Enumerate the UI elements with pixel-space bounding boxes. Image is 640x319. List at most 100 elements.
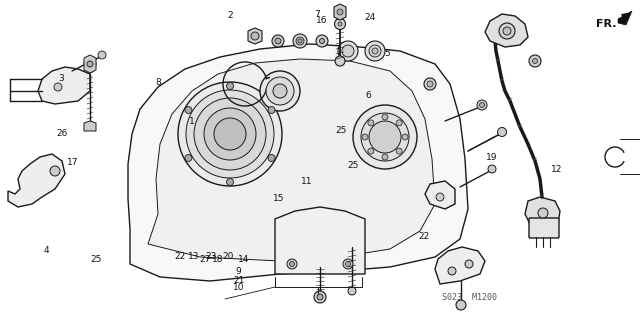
- Text: 23: 23: [205, 252, 217, 261]
- Circle shape: [84, 58, 96, 70]
- Circle shape: [319, 39, 324, 43]
- Text: 4: 4: [44, 246, 49, 255]
- Circle shape: [396, 120, 402, 126]
- Circle shape: [272, 35, 284, 47]
- Circle shape: [251, 32, 259, 40]
- Polygon shape: [8, 154, 65, 207]
- Text: 10: 10: [233, 283, 244, 292]
- Circle shape: [488, 165, 496, 173]
- Text: 19: 19: [486, 153, 497, 162]
- Circle shape: [382, 154, 388, 160]
- Text: 14: 14: [237, 255, 249, 263]
- Polygon shape: [38, 67, 90, 104]
- Circle shape: [338, 22, 342, 26]
- Circle shape: [372, 48, 378, 54]
- Circle shape: [260, 71, 300, 111]
- Circle shape: [361, 113, 409, 161]
- Text: 11: 11: [301, 177, 313, 186]
- Circle shape: [54, 83, 62, 91]
- Circle shape: [98, 51, 106, 59]
- Text: 1: 1: [189, 117, 195, 126]
- Polygon shape: [148, 59, 435, 261]
- Circle shape: [214, 118, 246, 150]
- Circle shape: [314, 291, 326, 303]
- Circle shape: [424, 78, 436, 90]
- Circle shape: [477, 100, 487, 110]
- Text: 24: 24: [364, 13, 376, 22]
- Circle shape: [227, 83, 234, 90]
- Circle shape: [50, 166, 60, 176]
- Circle shape: [296, 37, 304, 45]
- Circle shape: [227, 179, 234, 186]
- Circle shape: [369, 121, 401, 153]
- Text: 9: 9: [236, 267, 241, 276]
- Circle shape: [348, 287, 356, 295]
- Circle shape: [529, 55, 541, 67]
- Circle shape: [499, 23, 515, 39]
- Circle shape: [298, 39, 302, 43]
- Circle shape: [465, 260, 473, 268]
- Circle shape: [368, 120, 374, 126]
- Circle shape: [268, 154, 275, 161]
- Circle shape: [436, 193, 444, 201]
- Circle shape: [335, 56, 345, 66]
- Text: 12: 12: [551, 165, 563, 174]
- Circle shape: [362, 134, 368, 140]
- Text: 21: 21: [233, 276, 244, 285]
- Text: 7: 7: [314, 10, 319, 19]
- Text: 5: 5: [385, 49, 390, 58]
- Circle shape: [503, 27, 511, 35]
- Circle shape: [204, 108, 256, 160]
- Circle shape: [273, 84, 287, 98]
- Circle shape: [427, 81, 433, 87]
- Circle shape: [335, 19, 346, 29]
- FancyArrowPatch shape: [620, 14, 628, 19]
- Circle shape: [396, 148, 402, 154]
- Circle shape: [87, 61, 93, 67]
- Polygon shape: [84, 55, 96, 73]
- Circle shape: [317, 294, 323, 300]
- Circle shape: [316, 35, 328, 47]
- Text: 26: 26: [56, 130, 68, 138]
- Circle shape: [382, 114, 388, 120]
- Circle shape: [338, 41, 358, 61]
- Circle shape: [368, 148, 374, 154]
- Circle shape: [342, 45, 354, 57]
- Text: 22: 22: [175, 252, 186, 261]
- Text: 25: 25: [335, 126, 347, 135]
- Text: 16: 16: [316, 16, 327, 25]
- Circle shape: [178, 82, 282, 186]
- Circle shape: [293, 34, 307, 48]
- Polygon shape: [435, 247, 485, 284]
- Text: FR.: FR.: [596, 19, 616, 29]
- Text: 18: 18: [212, 255, 223, 263]
- Polygon shape: [128, 44, 468, 281]
- Circle shape: [369, 45, 381, 57]
- Circle shape: [343, 259, 353, 269]
- Text: 15: 15: [273, 194, 284, 203]
- Text: 27: 27: [199, 255, 211, 263]
- Polygon shape: [248, 28, 262, 44]
- Circle shape: [402, 134, 408, 140]
- Circle shape: [185, 154, 192, 161]
- Text: 6: 6: [365, 91, 371, 100]
- Polygon shape: [275, 207, 365, 274]
- Text: 17: 17: [67, 158, 78, 167]
- FancyBboxPatch shape: [529, 218, 559, 238]
- Text: 13: 13: [188, 252, 199, 261]
- Text: 25: 25: [348, 161, 359, 170]
- Circle shape: [185, 107, 192, 114]
- Text: 8: 8: [156, 78, 161, 87]
- Text: 25: 25: [90, 256, 102, 264]
- Circle shape: [346, 262, 351, 266]
- Circle shape: [337, 9, 343, 15]
- Text: 20: 20: [223, 252, 234, 261]
- Circle shape: [456, 300, 466, 310]
- Circle shape: [532, 58, 538, 63]
- Circle shape: [365, 41, 385, 61]
- Polygon shape: [425, 181, 455, 209]
- Circle shape: [289, 262, 294, 266]
- Circle shape: [353, 105, 417, 169]
- Circle shape: [287, 259, 297, 269]
- Polygon shape: [334, 4, 346, 20]
